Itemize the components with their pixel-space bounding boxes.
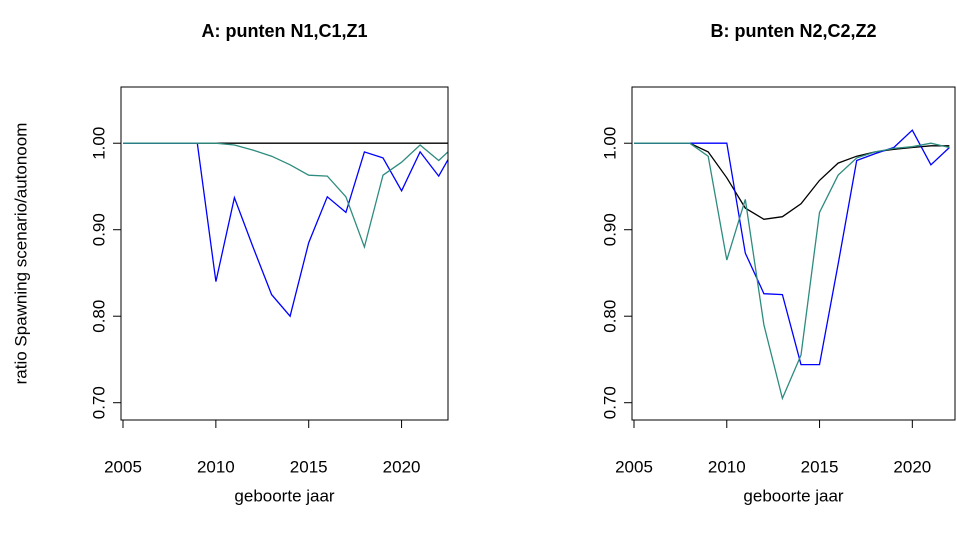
y-tick-label: 0.70 (600, 386, 619, 419)
x-tick-label: 2015 (801, 457, 839, 476)
y-tick-label: 1.00 (600, 127, 619, 160)
series-line (123, 142, 448, 250)
x-tick-label: 2005 (104, 457, 142, 476)
plot-area (634, 129, 950, 401)
series-line (634, 142, 950, 401)
series-line (634, 129, 950, 366)
plot-frame (631, 86, 956, 421)
x-tick-label: 2010 (197, 457, 235, 476)
y-tick-label: 0.80 (600, 300, 619, 333)
series-line (123, 142, 448, 318)
chart-title: B: punten N2,C2,Z2 (710, 21, 876, 41)
chart-title: A: punten N1,C1,Z1 (201, 21, 367, 41)
y-tick-label: 1.00 (89, 127, 108, 160)
x-axis-label: geboorte jaar (743, 486, 844, 505)
x-tick-label: 2005 (615, 457, 653, 476)
x-tick-label: 2020 (893, 457, 931, 476)
y-tick-label: 0.70 (89, 386, 108, 419)
y-tick-label: 0.80 (89, 300, 108, 333)
x-tick-label: 2010 (708, 457, 746, 476)
plot-frame (120, 86, 449, 421)
y-tick-label: 0.90 (600, 213, 619, 246)
plot-area (123, 142, 448, 318)
x-tick-label: 2020 (383, 457, 421, 476)
series-line (634, 142, 950, 220)
x-axis-label: geboorte jaar (234, 486, 335, 505)
y-axis-label: ratio Spawning scenario/autonoom (11, 123, 30, 385)
x-tick-label: 2015 (290, 457, 328, 476)
y-tick-label: 0.90 (89, 213, 108, 246)
